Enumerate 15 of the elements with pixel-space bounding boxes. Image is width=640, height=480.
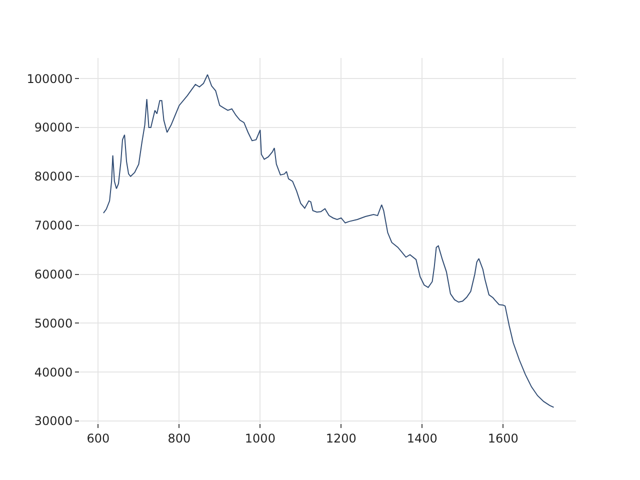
y-tick-label: 100000 bbox=[26, 72, 73, 86]
x-tick-label: 1000 bbox=[244, 431, 276, 446]
line-series bbox=[102, 74, 554, 408]
y-tick-label: 30000 bbox=[34, 414, 73, 428]
x-tick-label: 1600 bbox=[488, 431, 518, 446]
y-tick-label: 70000 bbox=[34, 218, 73, 233]
x-tick-label: 1200 bbox=[326, 431, 356, 446]
x-tick-label: 1400 bbox=[406, 431, 438, 446]
y-tick-label: 40000 bbox=[34, 365, 73, 380]
x-tick-label: 800 bbox=[168, 431, 191, 446]
y-tick-label: 60000 bbox=[34, 267, 73, 282]
y-tick-label: 80000 bbox=[34, 170, 73, 184]
x-tick-label: 600 bbox=[86, 431, 110, 446]
y-tick-label: 50000 bbox=[34, 316, 73, 330]
y-tick-label: 90000 bbox=[34, 120, 73, 135]
